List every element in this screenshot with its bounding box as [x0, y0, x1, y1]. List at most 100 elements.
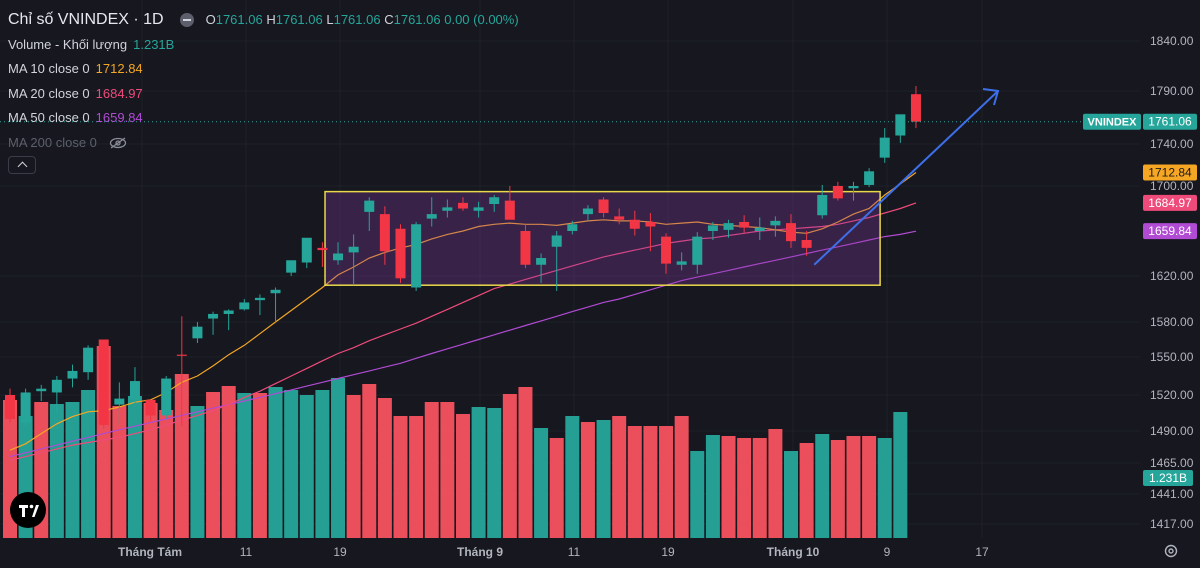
candle-body [411, 224, 422, 288]
candle [98, 339, 109, 429]
volume-bar [299, 395, 314, 538]
candle [707, 222, 718, 240]
candle-body [426, 214, 437, 219]
legend-ma10[interactable]: MA 10 close 0 1712.84 [8, 61, 143, 76]
candle [223, 309, 234, 331]
candle-body [145, 399, 156, 416]
vnindex-name-label: VNINDEX [1088, 117, 1138, 129]
candle [192, 322, 203, 343]
candle [333, 242, 344, 265]
candle [895, 114, 906, 143]
candle-body [739, 222, 750, 228]
candle [176, 316, 187, 427]
volume-bar [830, 440, 845, 538]
legend-ma200[interactable]: MA 200 close 0 [8, 131, 519, 156]
volume-bar [65, 402, 80, 538]
candle [754, 217, 765, 240]
candle [145, 399, 156, 422]
x-tick-label: 9 [884, 545, 891, 559]
candle-body [51, 379, 62, 393]
price-labels: VNINDEX 1761.06 1712.84 1684.97 1659.84 1.231… [1083, 113, 1197, 486]
candle [239, 299, 250, 311]
volume-bar [112, 406, 127, 538]
gear-icon[interactable] [1163, 543, 1179, 559]
candle-body [395, 228, 406, 279]
volume-bar [221, 386, 236, 538]
candle-body [676, 261, 687, 265]
price-label-ma20: 1684.97 [1148, 196, 1192, 210]
trend-arrow-line [813, 90, 999, 266]
candle-body [98, 339, 109, 425]
volume-bar [752, 438, 767, 538]
moving-averages [9, 172, 917, 461]
candle [83, 345, 94, 380]
volume-bar [877, 438, 892, 538]
collapse-legend-chevron-up-icon[interactable] [8, 156, 36, 174]
candle [817, 184, 828, 219]
candle [114, 382, 125, 425]
candle [348, 234, 359, 286]
candle [208, 311, 219, 335]
candle-body [192, 326, 203, 339]
candle-body [832, 186, 843, 199]
candle-body [223, 310, 234, 314]
candle [395, 224, 406, 283]
x-tick-label: 11 [240, 545, 253, 559]
legend-volume[interactable]: Volume - Khối lượng 1.231B [8, 36, 175, 52]
candle-body [129, 381, 140, 400]
ma10-line [9, 172, 917, 451]
price-label-ma10: 1712.84 [1148, 166, 1192, 180]
price-label-box [1143, 223, 1197, 240]
candle-body [442, 207, 453, 211]
chart-legend: Chỉ số VNINDEX · 1D O1761.06 H1761.06 L1… [8, 8, 519, 155]
volume-bar [331, 378, 346, 538]
candle [848, 181, 859, 201]
trend-arrow [813, 88, 1000, 266]
volume-bar [705, 435, 720, 538]
candle [629, 210, 640, 236]
candle [473, 201, 484, 218]
legend-ma50[interactable]: MA 50 close 0 1659.84 [8, 110, 143, 125]
candle [129, 367, 140, 407]
ma50-line [9, 230, 917, 458]
volume-bars [3, 346, 908, 538]
candle [411, 222, 422, 291]
x-tick-label: 19 [661, 545, 675, 559]
volume-bar [846, 436, 861, 538]
volume-bar [893, 412, 908, 538]
volume-bar [471, 407, 486, 538]
volume-bar [315, 390, 330, 538]
volume-bar [690, 451, 705, 538]
legend-ma20[interactable]: MA 20 close 0 1684.97 [8, 85, 143, 101]
candle [770, 216, 781, 237]
volume-label: 1.231B [1149, 471, 1187, 485]
candle [551, 231, 562, 291]
candle-body [536, 258, 547, 265]
candle-body [5, 395, 15, 419]
candle [801, 231, 812, 256]
x-tick-label: 19 [333, 545, 347, 559]
price-label-box [1143, 164, 1197, 181]
volume-bar [737, 438, 752, 538]
candle [301, 237, 312, 269]
candle-body [520, 231, 531, 265]
volume-bar [596, 420, 611, 538]
candle-body [567, 224, 578, 231]
candle-body [910, 94, 921, 122]
candle [739, 215, 750, 234]
volume-bar [237, 393, 252, 538]
volume-bar [252, 393, 267, 538]
collapse-symbol-icon[interactable] [179, 13, 194, 28]
volume-bar [534, 428, 549, 538]
candle-body [770, 220, 781, 226]
candle-body [629, 219, 640, 229]
symbol-title[interactable]: Chỉ số VNINDEX · 1D [8, 11, 164, 28]
candle [661, 233, 672, 274]
time-axis: Tháng Tám 11 19 Tháng 9 11 19 Tháng 10 9 17 [118, 545, 989, 559]
tradingview-logo-icon[interactable] [10, 492, 46, 528]
candle [161, 376, 172, 419]
price-label-box [1143, 194, 1197, 211]
x-tick-label: Tháng 9 [457, 545, 503, 559]
hidden-eye-icon[interactable] [109, 137, 127, 149]
